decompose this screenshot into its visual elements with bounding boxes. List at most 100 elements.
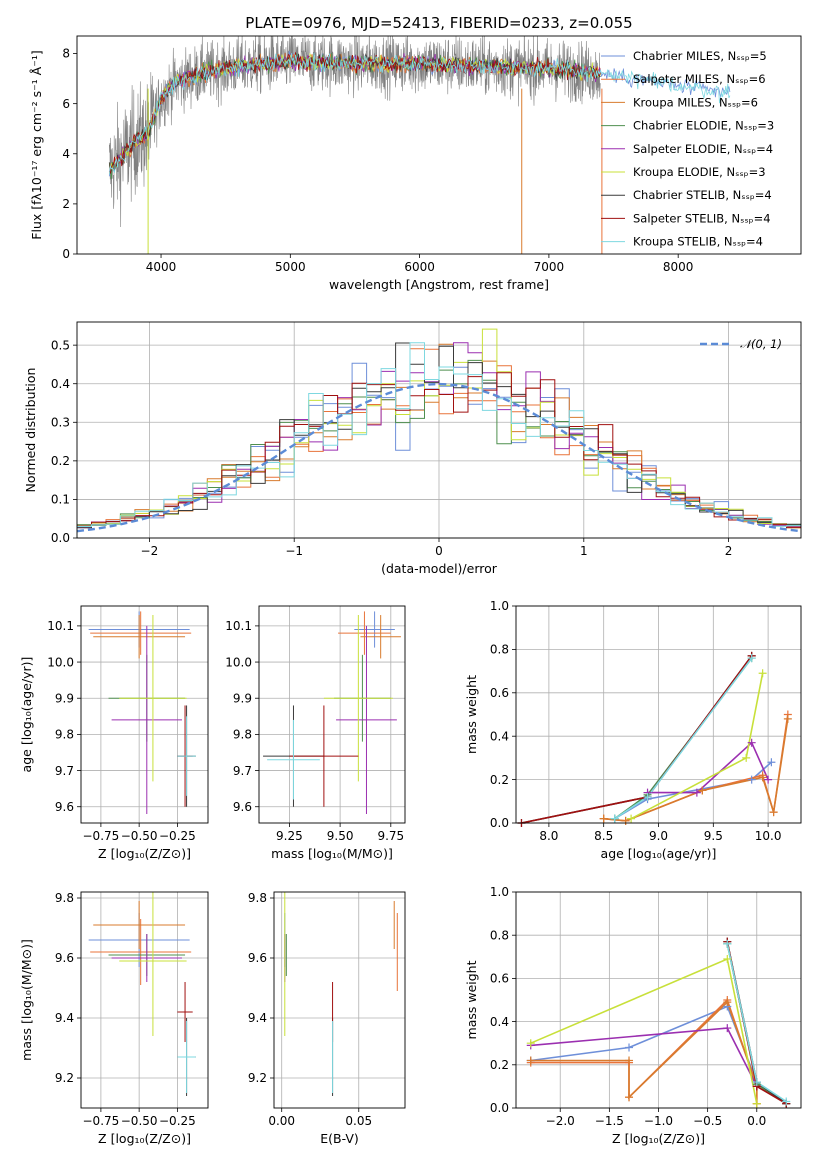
weight-line-7 xyxy=(521,655,753,823)
x-tick-label: 10.0 xyxy=(755,829,782,843)
x-tick-label: 9.5 xyxy=(704,829,723,843)
axes-frame xyxy=(80,605,209,824)
weight-marker xyxy=(526,1039,535,1048)
weight-marker xyxy=(742,753,751,762)
y-tick-label: 0.4 xyxy=(51,377,70,391)
weight-marker xyxy=(783,714,792,723)
y-tick-label: 0.0 xyxy=(51,531,70,545)
x-axis-label: Z [log₁₀(Z/Z⊙)] xyxy=(612,1131,705,1146)
weight-line-0 xyxy=(614,761,772,820)
y-tick-label: 9.7 xyxy=(233,764,252,778)
panel-age-vs-Z: −0.75 −0.50 −0.25 9.6 9.7 9.8 9.9 10.0 10.1 Z [lo… xyxy=(19,605,209,861)
weight-marker xyxy=(643,792,652,801)
axes-frame xyxy=(76,321,802,539)
legend-label: Chabrier STELIB, Nₛₛₚ=4 xyxy=(633,188,772,202)
x-tick-label: −0.75 xyxy=(83,1114,120,1128)
panel-residuals: −2 −1 0 1 2 0.0 0.1 0.2 0.3 0.4 0.5 (data-model)/er… xyxy=(23,321,802,576)
axes-frame xyxy=(515,891,802,1109)
residual-histogram-8 xyxy=(77,342,801,538)
y-tick-label: 9.8 xyxy=(55,728,74,742)
x-tick-label: 5000 xyxy=(275,260,306,274)
weight-marker xyxy=(747,654,756,663)
x-tick-label: 9.25 xyxy=(276,829,303,843)
x-tick-label: −0.5 xyxy=(693,1114,722,1128)
y-tick-label: 0.4 xyxy=(490,1015,509,1029)
y-tick-label: 9.6 xyxy=(248,951,267,965)
plot-area xyxy=(521,655,789,823)
y-tick-label: 0.5 xyxy=(51,338,70,352)
weight-marker xyxy=(752,1099,761,1108)
observed-spectrum xyxy=(109,36,601,228)
legend-label: Salpeter STELIB, Nₛₛₚ=4 xyxy=(633,211,771,225)
y-tick-label: 0.2 xyxy=(490,1058,509,1072)
y-tick-label: 10.1 xyxy=(225,619,252,633)
x-tick-label: −0.25 xyxy=(159,829,196,843)
weight-line-8 xyxy=(614,657,753,820)
y-tick-label: 10.0 xyxy=(225,655,252,669)
x-tick-label: −1.5 xyxy=(595,1114,624,1128)
weight-line-2 xyxy=(530,1000,758,1104)
x-tick-label: 0.0 xyxy=(747,1114,766,1128)
x-tick-label: 4000 xyxy=(146,260,177,274)
x-tick-label: −0.25 xyxy=(159,1114,196,1128)
plot-area xyxy=(88,611,196,814)
y-tick-label: 9.4 xyxy=(55,1011,74,1025)
x-tick-label: −2.0 xyxy=(546,1114,575,1128)
panel-weight-vs-Z: −2.0 −1.5 −1.0 −0.5 0.0 0.0 0.2 0.4 0.6 0.8 1.0 Z [… xyxy=(464,885,802,1146)
weight-marker xyxy=(723,998,732,1007)
x-tick-label: 1 xyxy=(580,544,588,558)
legend-label: Chabrier MILES, Nₛₛₚ=5 xyxy=(633,49,767,63)
y-tick-label: 1.0 xyxy=(490,885,509,899)
weight-line-3 xyxy=(614,657,753,820)
y-tick-label: 0.0 xyxy=(490,816,509,830)
y-tick-label: 9.6 xyxy=(233,800,252,814)
x-tick-label: −0.75 xyxy=(83,829,120,843)
y-tick-label: 0.6 xyxy=(490,686,509,700)
legend-label: Kroupa ELODIE, Nₛₛₚ=3 xyxy=(633,165,766,179)
weight-line-1 xyxy=(530,998,758,1104)
axes-frame xyxy=(258,605,406,824)
y-axis-label: age [log₁₀(age/yr)] xyxy=(19,657,34,773)
y-axis-label: Normed distribution xyxy=(23,368,38,493)
y-tick-label: 0.1 xyxy=(51,493,70,507)
y-tick-label: 9.9 xyxy=(55,691,74,705)
y-tick-label: 0.8 xyxy=(490,928,509,942)
y-tick-label: 9.6 xyxy=(55,800,74,814)
x-axis-label: age [log₁₀(age/yr)] xyxy=(601,846,717,861)
x-axis-label: wavelength [Angstrom, rest frame] xyxy=(329,277,549,292)
y-tick-label: 0 xyxy=(62,247,70,261)
x-tick-label: 7000 xyxy=(534,260,565,274)
y-axis-label: Flux [fλ10⁻¹⁷ erg cm⁻² s⁻¹ Å⁻¹] xyxy=(29,50,44,239)
weight-marker xyxy=(758,669,767,678)
y-axis-label: mass [log₁₀(M/M⊙)] xyxy=(19,939,34,1061)
weight-marker xyxy=(526,1056,535,1065)
model-spectrum-8 xyxy=(108,52,731,175)
weight-marker xyxy=(621,816,630,825)
weight-marker xyxy=(747,775,756,784)
x-axis-label: E(B-V) xyxy=(320,1131,359,1146)
weight-marker xyxy=(758,773,767,782)
x-tick-label: −2 xyxy=(141,544,159,558)
axes-frame xyxy=(80,891,209,1109)
y-tick-label: 0.6 xyxy=(490,972,509,986)
x-tick-label: 2 xyxy=(725,544,733,558)
y-tick-label: 0.2 xyxy=(51,454,70,468)
legend-label: 𝒩(0, 1) xyxy=(740,337,782,351)
x-tick-label: 9.50 xyxy=(327,829,354,843)
legend-label: Salpeter MILES, Nₛₛₚ=6 xyxy=(633,72,766,86)
panel-age-vs-mass: 9.25 9.50 9.75 9.6 9.7 9.8 9.9 10.0 10.1 mass [lo… xyxy=(225,605,406,861)
y-tick-label: 9.8 xyxy=(248,891,267,905)
x-tick-label: 9.0 xyxy=(649,829,668,843)
weight-line-4 xyxy=(647,741,769,794)
weight-marker xyxy=(752,1078,761,1087)
weight-marker xyxy=(723,939,732,948)
x-tick-label: 8.5 xyxy=(594,829,613,843)
y-tick-label: 1.0 xyxy=(490,599,509,613)
x-tick-label: 9.75 xyxy=(377,829,404,843)
weight-marker xyxy=(782,1097,791,1106)
plot-area xyxy=(263,611,401,814)
legend-label: Chabrier ELODIE, Nₛₛₚ=3 xyxy=(633,119,774,133)
x-axis-label: mass [log₁₀(M/M⊙)] xyxy=(271,846,393,861)
panel-spectrum: 4000 5000 6000 7000 8000 0 2 4 6 8 wavelength [Ang… xyxy=(29,14,802,292)
weight-marker xyxy=(692,788,701,797)
